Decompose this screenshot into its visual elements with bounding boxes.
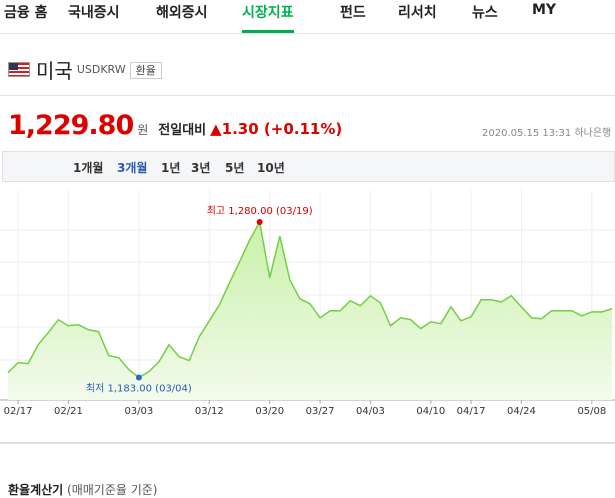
date-text: 2020.05.15 13:31 bbox=[482, 128, 572, 139]
change: ▲1.30 (+0.11%) bbox=[210, 120, 343, 138]
nav-item[interactable]: 금융 홈 bbox=[4, 5, 48, 21]
period-tab[interactable]: 3년 bbox=[191, 161, 211, 175]
x-tick-label: 05/08 bbox=[577, 406, 606, 417]
max-label: 최고 1,280.00 (03/19) bbox=[207, 205, 313, 217]
rate-button[interactable]: 환율 bbox=[129, 61, 162, 79]
x-tick-label: 03/27 bbox=[306, 406, 335, 417]
period-tabs: 1개월 3개월 1년 3년 5년 10년 bbox=[2, 151, 615, 182]
x-tick-label: 04/17 bbox=[457, 406, 486, 417]
nav-item[interactable]: 리서치 bbox=[398, 5, 437, 21]
chart: 02/17 02/21 03/03 03/12 03/20 03/27 04/03 04/10… bbox=[0, 190, 615, 444]
price-row: 1,229.80 원 전일대비 ▲1.30 (+0.11%) bbox=[8, 110, 342, 141]
x-tick-label: 04/03 bbox=[356, 406, 385, 417]
x-tick-label: 02/17 bbox=[4, 406, 33, 417]
price: 1,229.80 bbox=[8, 110, 134, 141]
calc-note: (매매기준율 기준) bbox=[67, 483, 158, 497]
period-tab[interactable]: 1년 bbox=[161, 161, 181, 175]
max-point bbox=[256, 219, 263, 226]
date: 2020.05.15 13:31 하나은행 bbox=[482, 124, 611, 139]
period-tab[interactable]: 5년 bbox=[225, 161, 245, 175]
x-tick-label: 04/24 bbox=[507, 406, 536, 417]
nav-item[interactable]: 펀드 bbox=[340, 5, 366, 21]
x-tick-label: 04/10 bbox=[416, 406, 445, 417]
divider bbox=[0, 95, 615, 96]
country: 미국 bbox=[36, 59, 73, 83]
calculator: 환율계산기 (매매기준율 기준) bbox=[8, 481, 158, 498]
min-label: 최저 1,183.00 (03/04) bbox=[86, 383, 192, 395]
x-tick-label: 03/20 bbox=[255, 406, 284, 417]
unit: 원 bbox=[137, 123, 149, 137]
nav-item[interactable]: MY bbox=[532, 2, 557, 18]
flag-icon bbox=[8, 62, 30, 77]
area bbox=[8, 222, 612, 400]
code: USDKRW bbox=[76, 63, 126, 76]
nav-item[interactable]: 해외증시 bbox=[156, 5, 208, 21]
change-label: 전일대비 bbox=[158, 123, 207, 138]
period-tab[interactable]: 3개월 bbox=[117, 161, 148, 175]
calc-title: 환율계산기 bbox=[8, 483, 64, 497]
title-row: 미국 USDKRW 환율 bbox=[8, 55, 162, 84]
period-tab[interactable]: 1개월 bbox=[73, 161, 104, 175]
nav-item[interactable]: 뉴스 bbox=[472, 5, 498, 21]
line bbox=[7, 219, 613, 379]
bank: 하나은행 bbox=[574, 128, 612, 139]
min-point bbox=[135, 374, 142, 381]
x-tick-label: 03/03 bbox=[124, 406, 153, 417]
nav-item[interactable]: 국내증시 bbox=[68, 5, 120, 21]
top-nav: 금융 홈 국내증시 해외증시 시장지표 펀드 리서치 뉴스 MY bbox=[0, 0, 615, 34]
period-tab[interactable]: 10년 bbox=[257, 161, 285, 175]
nav-item[interactable]: 시장지표 bbox=[242, 2, 294, 33]
x-tick-label: 03/12 bbox=[195, 406, 224, 417]
x-tick-label: 02/21 bbox=[54, 406, 83, 417]
